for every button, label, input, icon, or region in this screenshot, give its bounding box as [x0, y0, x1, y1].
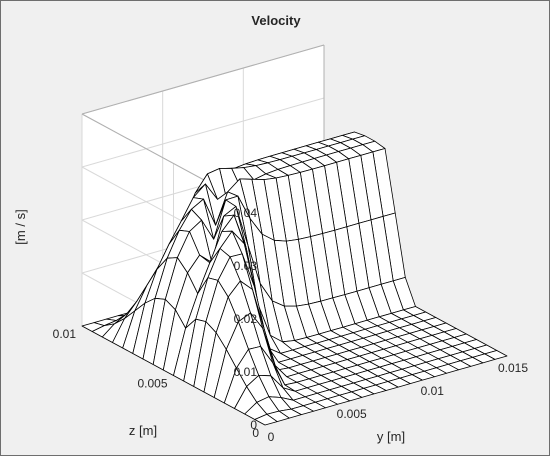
- x-tick-label: 0.01: [421, 384, 445, 398]
- x-tick-label: 0.015: [498, 361, 528, 375]
- velocity-surface: [81, 131, 508, 426]
- z-tick-label: 0.03: [234, 259, 258, 273]
- surface-patch: [254, 413, 278, 426]
- z-tick-label: 0: [250, 418, 257, 432]
- x-tick-label: 0: [268, 430, 275, 444]
- z-tick-label: 0.04: [234, 206, 258, 220]
- grid-line: [81, 97, 325, 168]
- z-tick-label: 0.01: [234, 365, 258, 379]
- x-axis-label: y [m]: [377, 429, 405, 444]
- tick-labels: 0 0.01 0.02 0.03 0.04 0 0.005 0.01 0.015 0 0.005 0.…: [53, 206, 529, 444]
- axes-box-edge: [81, 44, 325, 115]
- chart-title: Velocity: [251, 13, 301, 28]
- y-tick-label: 0.005: [137, 377, 167, 391]
- z-axis-label: [m / s]: [13, 209, 28, 244]
- y-tick-label: 0.01: [53, 327, 77, 341]
- y-tick-label: 0: [252, 426, 259, 440]
- x-tick-label: 0.005: [337, 407, 367, 421]
- z-tick-label: 0.02: [234, 312, 258, 326]
- y-axis-label: z [m]: [129, 423, 157, 438]
